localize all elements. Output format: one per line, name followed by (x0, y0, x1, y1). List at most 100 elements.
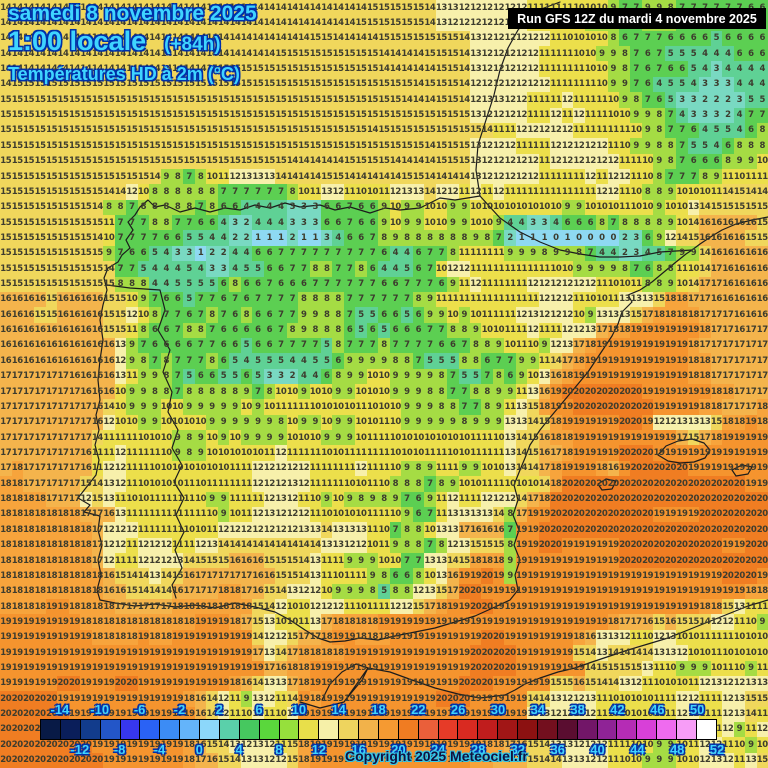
temp-value: 7 (633, 33, 639, 44)
temp-value: 15 (80, 202, 92, 213)
temp-value: 12 (481, 2, 493, 13)
temp-value: 15 (34, 309, 46, 320)
temp-color-cell (366, 15, 379, 32)
temp-value: 12 (447, 186, 459, 197)
temp-value: 15 (367, 140, 379, 151)
temp-value: 15 (332, 48, 344, 59)
temp-value: 17 (722, 309, 734, 320)
temp-value: 8 (140, 355, 147, 366)
temp-value: 15 (114, 140, 126, 151)
temp-value: 5 (220, 371, 227, 382)
temp-color-cell (183, 61, 196, 78)
temp-value: 7 (495, 232, 502, 243)
temp-color-cell (11, 15, 24, 32)
temp-value: 16 (80, 294, 92, 305)
temp-value: 15 (378, 156, 390, 167)
temp-color-cell (11, 0, 24, 16)
temp-value: 9 (564, 202, 571, 213)
temp-value: 8 (381, 340, 387, 351)
temp-color-cell (34, 76, 47, 93)
temp-value: 12 (493, 110, 505, 120)
temp-value: 8 (667, 263, 674, 274)
temp-value: 15 (160, 110, 172, 120)
temp-value: 5 (690, 48, 697, 59)
temp-value: 15 (34, 94, 46, 105)
temp-color-cell (91, 15, 104, 32)
temp-value: 4 (243, 355, 250, 366)
temp-value: 14 (344, 171, 356, 182)
temp-value: 10 (676, 202, 688, 213)
temp-value: 11 (573, 171, 585, 182)
temp-value: 10 (688, 186, 700, 197)
temp-value: 7 (427, 279, 433, 289)
temp-value: 15 (34, 232, 46, 243)
temp-value: 15 (263, 140, 275, 151)
temp-value: 15 (80, 156, 92, 167)
temp-color-cell (458, 61, 471, 78)
temp-value: 15 (367, 94, 379, 105)
temp-value: 8 (656, 186, 662, 197)
temp-value: 5 (255, 263, 261, 274)
temp-value: 7 (266, 279, 273, 289)
temp-value: 11 (596, 125, 608, 136)
temp-color-cell (114, 30, 127, 47)
temp-value: 9 (656, 232, 662, 243)
temp-value: 14 (699, 248, 711, 259)
temp-value: 11 (573, 63, 585, 74)
temp-color-cell (149, 46, 162, 63)
temp-color-cell (160, 30, 173, 47)
temp-value: 11 (504, 125, 516, 136)
temp-value: 4 (232, 263, 238, 274)
temp-value: 12 (584, 279, 596, 289)
temp-value: 17 (699, 294, 711, 305)
temp-value: 11 (538, 186, 550, 197)
temp-value: 19 (642, 340, 654, 351)
temp-value: 16 (733, 325, 745, 336)
temp-value: 6 (748, 48, 754, 59)
temp-value: 10 (470, 217, 482, 228)
temp-value: 12 (470, 279, 482, 289)
temp-color-cell (389, 30, 402, 47)
temp-value: 5 (174, 279, 181, 289)
temp-value: 17 (710, 340, 722, 351)
temp-value: 8 (129, 279, 135, 289)
temp-value: 15 (240, 110, 252, 120)
temp-value: 14 (114, 186, 126, 197)
temp-value: 14 (103, 186, 115, 197)
temp-value: 17 (733, 355, 745, 366)
temp-value: 16 (0, 294, 12, 305)
temp-value: 7 (392, 340, 399, 351)
temp-value: 11 (527, 140, 539, 151)
temp-value: 11 (722, 171, 734, 182)
temp-color-cell (412, 30, 425, 47)
temp-value: 5 (232, 371, 238, 382)
temp-value: 14 (321, 156, 333, 167)
temp-value: 15 (69, 125, 81, 136)
temp-value: 6 (702, 33, 708, 44)
temp-value: 4 (163, 279, 169, 289)
temp-value: 12 (481, 63, 493, 74)
temp-value: 7 (679, 156, 685, 167)
temp-value: 15 (126, 125, 138, 136)
temp-color-cell (217, 46, 230, 63)
temp-value: 10 (699, 186, 711, 197)
temp-color-cell (401, 30, 414, 47)
temp-value: 3 (736, 94, 743, 105)
temp-value: 15 (344, 125, 356, 136)
temp-value: 8 (449, 325, 456, 336)
temp-value: 12 (126, 309, 138, 320)
temp-value: 19 (653, 340, 665, 351)
temp-value: 15 (114, 171, 126, 182)
temp-value: 7 (610, 217, 616, 228)
temp-value: 8 (702, 171, 708, 182)
temp-value: 16 (80, 340, 92, 351)
temp-color-cell (424, 46, 437, 63)
temp-value: 10 (642, 171, 654, 182)
temp-value: 15 (80, 232, 92, 243)
temp-value: 5 (232, 355, 238, 366)
temp-value: 15 (344, 94, 356, 105)
temp-value: 4 (220, 232, 227, 243)
temp-value: 4 (255, 202, 261, 213)
temp-value: 12 (504, 33, 516, 44)
